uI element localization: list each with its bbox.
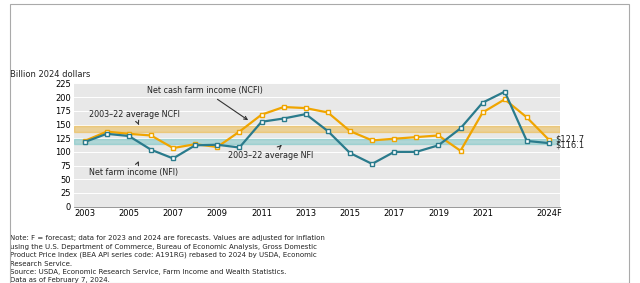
Bar [74,139,560,144]
Bar [74,127,560,132]
Text: Net farm income (NFI): Net farm income (NFI) [89,162,178,177]
Text: Billion 2024 dollars: Billion 2024 dollars [10,70,90,79]
Text: $121.7: $121.7 [556,134,585,143]
Text: Net cash farm income (NCFI): Net cash farm income (NCFI) [147,86,262,119]
Text: $116.1: $116.1 [556,140,585,149]
Text: 2003–22 average NFI: 2003–22 average NFI [228,146,314,160]
Text: U.S. net farm income and net cash farm income, inflation
adjusted, 2003–24F: U.S. net farm income and net cash farm i… [20,28,345,52]
Text: Note: F = forecast; data for 2023 and 2024 are forecasts. Values are adjusted fo: Note: F = forecast; data for 2023 and 20… [10,235,324,283]
Text: 2003–22 average NCFI: 2003–22 average NCFI [89,110,180,125]
